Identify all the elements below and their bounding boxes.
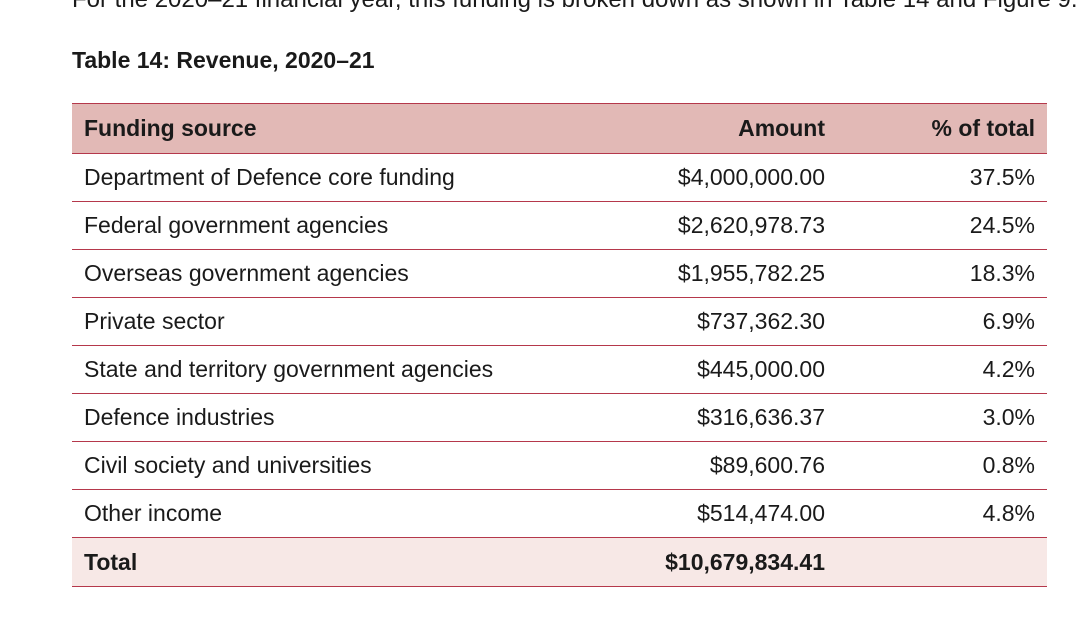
cell-funding-source: Private sector	[72, 297, 602, 346]
table-row: Other income $514,474.00 4.8%	[72, 489, 1047, 538]
intro-paragraph: For the 2020–21 financial year, this fun…	[72, 0, 1078, 14]
cell-percent: 37.5%	[837, 153, 1047, 202]
cell-percent: 24.5%	[837, 201, 1047, 250]
header-percent-of-total: % of total	[837, 103, 1047, 154]
cell-amount: $737,362.30	[602, 297, 837, 346]
table-header-row: Funding source Amount % of total	[72, 103, 1047, 154]
cell-percent: 4.8%	[837, 489, 1047, 538]
cell-amount: $2,620,978.73	[602, 201, 837, 250]
revenue-table: Funding source Amount % of total Departm…	[72, 103, 1047, 587]
total-percent	[837, 537, 1047, 587]
cell-percent: 0.8%	[837, 441, 1047, 490]
header-funding-source: Funding source	[72, 103, 602, 154]
table-row: Department of Defence core funding $4,00…	[72, 153, 1047, 202]
table-total-row: Total $10,679,834.41	[72, 537, 1047, 587]
cell-amount: $514,474.00	[602, 489, 837, 538]
cell-amount: $445,000.00	[602, 345, 837, 394]
table-row: Overseas government agencies $1,955,782.…	[72, 249, 1047, 298]
total-amount: $10,679,834.41	[602, 537, 837, 587]
cell-funding-source: Federal government agencies	[72, 201, 602, 250]
cell-percent: 3.0%	[837, 393, 1047, 442]
cell-amount: $4,000,000.00	[602, 153, 837, 202]
table-row: Defence industries $316,636.37 3.0%	[72, 393, 1047, 442]
table-row: Private sector $737,362.30 6.9%	[72, 297, 1047, 346]
total-label: Total	[72, 537, 602, 587]
table-caption: Table 14: Revenue, 2020–21	[72, 47, 375, 73]
cell-funding-source: Civil society and universities	[72, 441, 602, 490]
cell-funding-source: Department of Defence core funding	[72, 153, 602, 202]
cell-amount: $1,955,782.25	[602, 249, 837, 298]
cell-percent: 4.2%	[837, 345, 1047, 394]
cell-percent: 6.9%	[837, 297, 1047, 346]
table-row: Federal government agencies $2,620,978.7…	[72, 201, 1047, 250]
cell-funding-source: State and territory government agencies	[72, 345, 602, 394]
cell-funding-source: Overseas government agencies	[72, 249, 602, 298]
cell-funding-source: Defence industries	[72, 393, 602, 442]
table-row: State and territory government agencies …	[72, 345, 1047, 394]
table-row: Civil society and universities $89,600.7…	[72, 441, 1047, 490]
cell-amount: $316,636.37	[602, 393, 837, 442]
cell-percent: 18.3%	[837, 249, 1047, 298]
header-amount: Amount	[602, 103, 837, 154]
cell-funding-source: Other income	[72, 489, 602, 538]
cell-amount: $89,600.76	[602, 441, 837, 490]
